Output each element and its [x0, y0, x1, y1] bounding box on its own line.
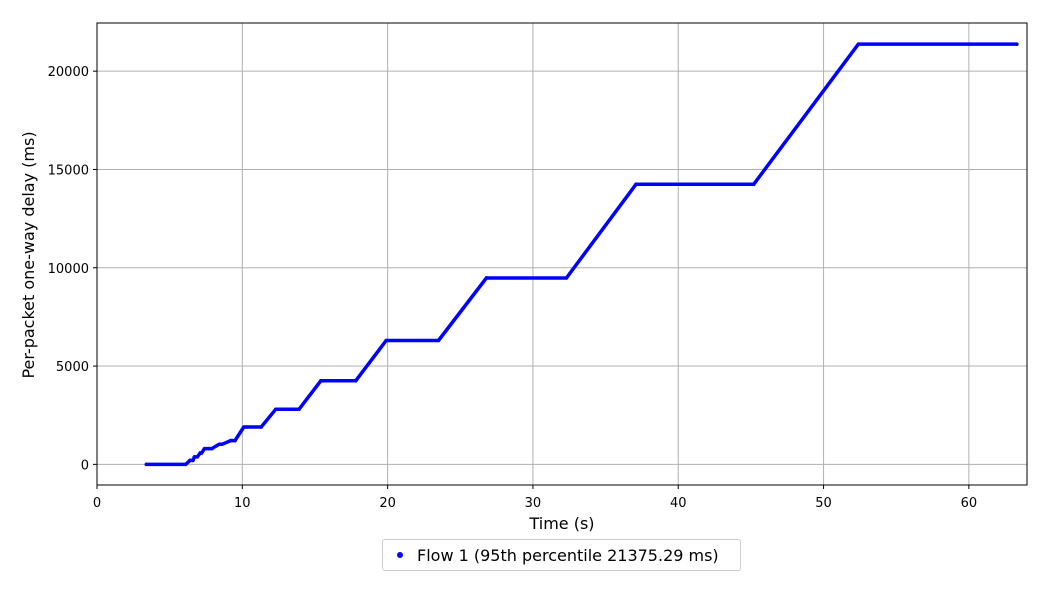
data-point — [209, 446, 214, 451]
x-axis-label: Time (s) — [528, 514, 594, 533]
data-point — [564, 276, 569, 280]
y-tick-label: 5000 — [56, 360, 89, 375]
data-point — [144, 462, 149, 467]
y-tick-label: 10000 — [48, 262, 89, 277]
x-tick-label: 10 — [234, 496, 251, 511]
data-point — [217, 442, 221, 447]
x-tick-label: 0 — [93, 496, 101, 511]
series-line-flow-1 — [144, 42, 1019, 467]
legend-label-flow-1: Flow 1 (95th percentile 21375.29 ms) — [417, 545, 719, 565]
data-point — [207, 446, 211, 451]
axis-ticks: 0 10 20 30 40 50 60 0 5000 10000 15000 20000 — [48, 65, 978, 511]
data-point — [273, 407, 278, 412]
data-point — [244, 425, 249, 429]
data-point — [259, 425, 264, 429]
data-point — [183, 462, 188, 467]
data-point — [202, 446, 207, 451]
data-point — [199, 451, 204, 455]
data-point — [233, 438, 237, 443]
plot-frame — [96, 22, 1028, 486]
data-point — [856, 42, 861, 46]
x-tick-label: 60 — [961, 496, 978, 511]
legend: Flow 1 (95th percentile 21375.29 ms) — [382, 539, 741, 571]
y-tick-label: 20000 — [48, 65, 89, 80]
data-point — [228, 438, 233, 443]
data-point — [384, 338, 388, 343]
data-point — [484, 276, 489, 280]
x-tick-label: 20 — [379, 496, 396, 511]
legend-marker-flow-1 — [397, 552, 403, 558]
data-point — [436, 338, 441, 343]
y-tick-label: 0 — [81, 458, 89, 473]
data-point — [1015, 42, 1019, 46]
data-point — [191, 458, 195, 463]
y-axis-label: Per-packet one-way delay (ms) — [19, 131, 38, 378]
data-series — [144, 42, 1019, 467]
data-point — [752, 182, 756, 187]
data-point — [241, 425, 246, 429]
data-point — [195, 455, 200, 459]
y-tick-label: 15000 — [48, 163, 89, 178]
x-tick-label: 50 — [815, 496, 832, 511]
grid-lines — [96, 23, 1027, 485]
data-point — [188, 458, 192, 463]
data-point — [297, 407, 301, 412]
data-point — [192, 455, 197, 459]
data-point — [634, 182, 638, 187]
x-tick-label: 40 — [670, 496, 687, 511]
data-point — [220, 442, 224, 447]
x-tick-label: 30 — [525, 496, 542, 511]
data-point — [318, 379, 323, 383]
data-point — [353, 379, 358, 383]
